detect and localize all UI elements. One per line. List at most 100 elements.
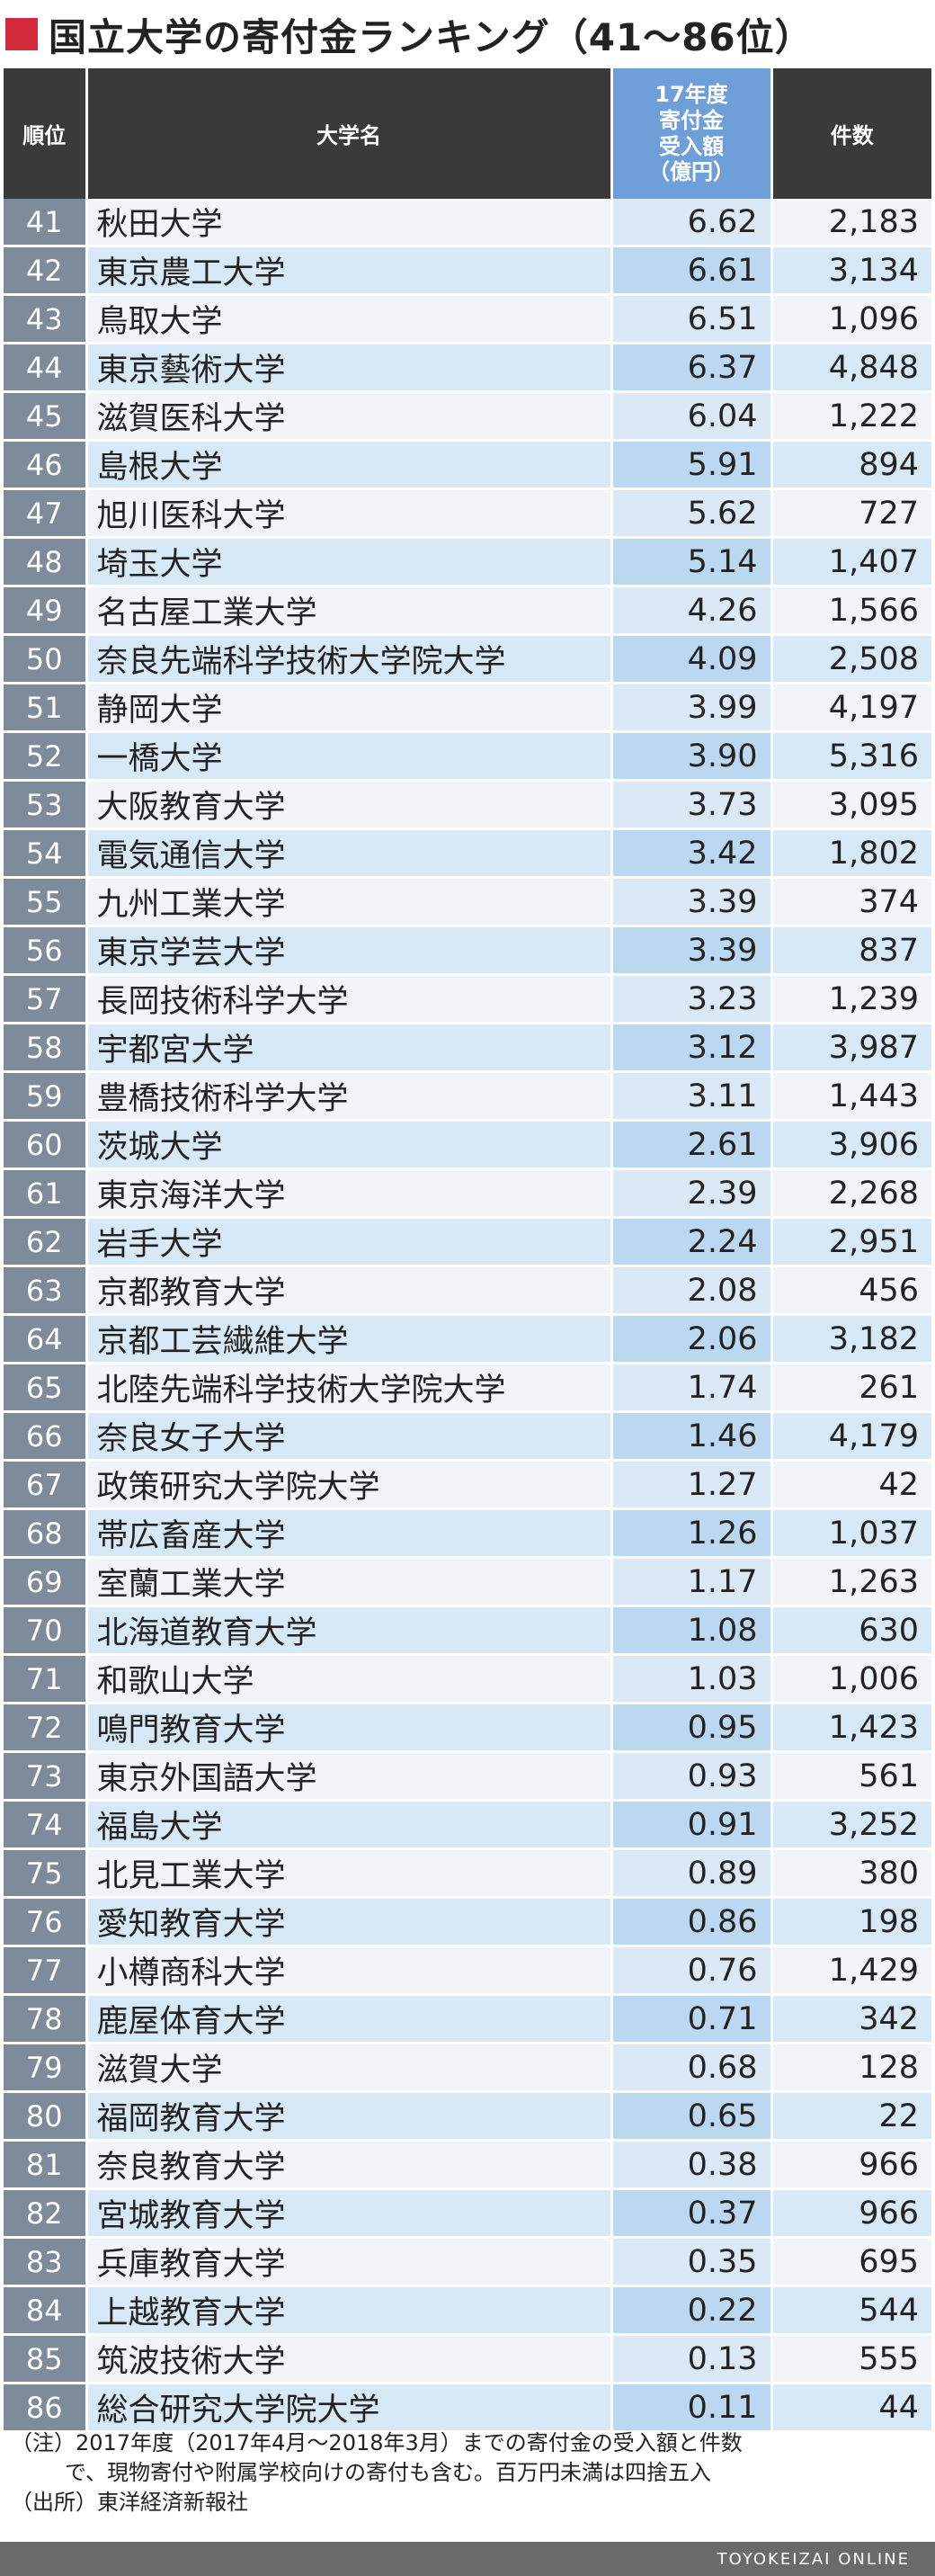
amount-cell: 3.39 <box>611 877 773 927</box>
university-name-cell: 名古屋工業大学 <box>86 586 613 636</box>
table-row: 52 一橋大学 3.90 5,316 <box>4 731 931 782</box>
count-cell: 2,183 <box>771 199 931 247</box>
count-cell: 3,987 <box>771 1023 931 1073</box>
table-row: 83 兵庫教育大学 0.35 695 <box>4 2237 931 2287</box>
header-name: 大学名 <box>86 68 613 199</box>
count-cell: 456 <box>771 1266 931 1316</box>
amount-cell: 1.46 <box>611 1411 773 1462</box>
count-cell: 261 <box>771 1363 931 1413</box>
table-row: 86 総合研究大学院大学 0.11 44 <box>4 2383 931 2433</box>
table-row: 58 宇都宮大学 3.12 3,987 <box>4 1023 931 1073</box>
count-cell: 894 <box>771 440 931 490</box>
university-name-cell: 鳥取大学 <box>86 294 613 344</box>
header-amount-line: 17年度 <box>654 81 728 107</box>
amount-cell: 5.91 <box>611 440 773 490</box>
table-row: 47 旭川医科大学 5.62 727 <box>4 488 931 539</box>
count-cell: 966 <box>771 2188 931 2239</box>
count-cell: 1,566 <box>771 586 931 636</box>
count-cell: 1,443 <box>771 1071 931 1122</box>
table-row: 73 東京外国語大学 0.93 561 <box>4 1751 931 1802</box>
table-row: 78 鹿屋体育大学 0.71 342 <box>4 1994 931 2044</box>
amount-cell: 0.93 <box>611 1751 773 1802</box>
rank-cell: 69 <box>4 1557 88 1607</box>
table-row: 56 東京学芸大学 3.39 837 <box>4 926 931 976</box>
university-name-cell: 秋田大学 <box>86 199 613 247</box>
table-row: 81 奈良教育大学 0.38 966 <box>4 2140 931 2190</box>
footer-brand: TOYOKEIZAI ONLINE <box>0 2542 935 2576</box>
rank-cell: 76 <box>4 1897 88 1947</box>
amount-cell: 3.12 <box>611 1023 773 1073</box>
university-name-cell: 電気通信大学 <box>86 828 613 879</box>
university-name-cell: 一橋大学 <box>86 731 613 782</box>
count-cell: 380 <box>771 1848 931 1899</box>
table-row: 64 京都工芸繊維大学 2.06 3,182 <box>4 1314 931 1364</box>
rank-cell: 57 <box>4 974 88 1024</box>
amount-cell: 0.86 <box>611 1897 773 1947</box>
table-row: 68 帯広畜産大学 1.26 1,037 <box>4 1508 931 1559</box>
amount-cell: 0.35 <box>611 2237 773 2287</box>
rank-cell: 73 <box>4 1751 88 1802</box>
table-row: 54 電気通信大学 3.42 1,802 <box>4 828 931 879</box>
rank-cell: 51 <box>4 683 88 733</box>
count-cell: 2,268 <box>771 1168 931 1219</box>
amount-cell: 6.51 <box>611 294 773 344</box>
university-name-cell: 長岡技術科学大学 <box>86 974 613 1024</box>
amount-cell: 6.62 <box>611 199 773 247</box>
header-amount-line: （億円） <box>648 159 735 185</box>
table-row: 79 滋賀大学 0.68 128 <box>4 2043 931 2093</box>
amount-cell: 4.09 <box>611 634 773 684</box>
university-name-cell: 埼玉大学 <box>86 537 613 587</box>
university-name-cell: 北陸先端科学技術大学院大学 <box>86 1363 613 1413</box>
university-name-cell: 鹿屋体育大学 <box>86 1994 613 2044</box>
university-name-cell: 北海道教育大学 <box>86 1606 613 1656</box>
amount-cell: 0.95 <box>611 1703 773 1753</box>
amount-cell: 5.14 <box>611 537 773 587</box>
table-row: 80 福岡教育大学 0.65 22 <box>4 2091 931 2142</box>
count-cell: 42 <box>771 1460 931 1510</box>
table-row: 51 静岡大学 3.99 4,197 <box>4 683 931 733</box>
table-body: 41 秋田大学 6.62 2,183 42 東京農工大学 6.61 3,134 43 鳥取大学 6.… <box>4 199 931 2433</box>
amount-cell: 3.42 <box>611 828 773 879</box>
amount-cell: 0.65 <box>611 2091 773 2142</box>
count-cell: 1,239 <box>771 974 931 1024</box>
amount-cell: 0.22 <box>611 2285 773 2336</box>
table-row: 71 和歌山大学 1.03 1,006 <box>4 1654 931 1704</box>
count-cell: 966 <box>771 2140 931 2190</box>
university-name-cell: 島根大学 <box>86 440 613 490</box>
university-name-cell: 室蘭工業大学 <box>86 1557 613 1607</box>
university-name-cell: 兵庫教育大学 <box>86 2237 613 2287</box>
count-cell: 561 <box>771 1751 931 1802</box>
table-row: 50 奈良先端科学技術大学院大学 4.09 2,508 <box>4 634 931 684</box>
university-name-cell: 奈良教育大学 <box>86 2140 613 2190</box>
amount-cell: 0.13 <box>611 2334 773 2384</box>
rank-cell: 44 <box>4 343 88 393</box>
university-name-cell: 奈良女子大学 <box>86 1411 613 1462</box>
university-name-cell: 北見工業大学 <box>86 1848 613 1899</box>
rank-cell: 61 <box>4 1168 88 1219</box>
university-name-cell: 東京外国語大学 <box>86 1751 613 1802</box>
university-name-cell: 鳴門教育大学 <box>86 1703 613 1753</box>
count-cell: 1,263 <box>771 1557 931 1607</box>
rank-cell: 79 <box>4 2043 88 2093</box>
table-row: 49 名古屋工業大学 4.26 1,566 <box>4 586 931 636</box>
university-name-cell: 岩手大学 <box>86 1217 613 1267</box>
count-cell: 2,951 <box>771 1217 931 1267</box>
amount-cell: 1.74 <box>611 1363 773 1413</box>
rank-cell: 42 <box>4 246 88 296</box>
university-name-cell: 宮城教育大学 <box>86 2188 613 2239</box>
count-cell: 5,316 <box>771 731 931 782</box>
count-cell: 837 <box>771 926 931 976</box>
table-row: 41 秋田大学 6.62 2,183 <box>4 199 931 247</box>
amount-cell: 5.62 <box>611 488 773 539</box>
university-name-cell: 政策研究大学院大学 <box>86 1460 613 1510</box>
table-row: 82 宮城教育大学 0.37 966 <box>4 2188 931 2239</box>
amount-cell: 2.06 <box>611 1314 773 1364</box>
amount-cell: 1.17 <box>611 1557 773 1607</box>
rank-cell: 82 <box>4 2188 88 2239</box>
amount-cell: 0.76 <box>611 1945 773 1996</box>
rank-cell: 70 <box>4 1606 88 1656</box>
count-cell: 3,095 <box>771 780 931 830</box>
count-cell: 1,407 <box>771 537 931 587</box>
rank-cell: 55 <box>4 877 88 927</box>
rank-cell: 63 <box>4 1266 88 1316</box>
